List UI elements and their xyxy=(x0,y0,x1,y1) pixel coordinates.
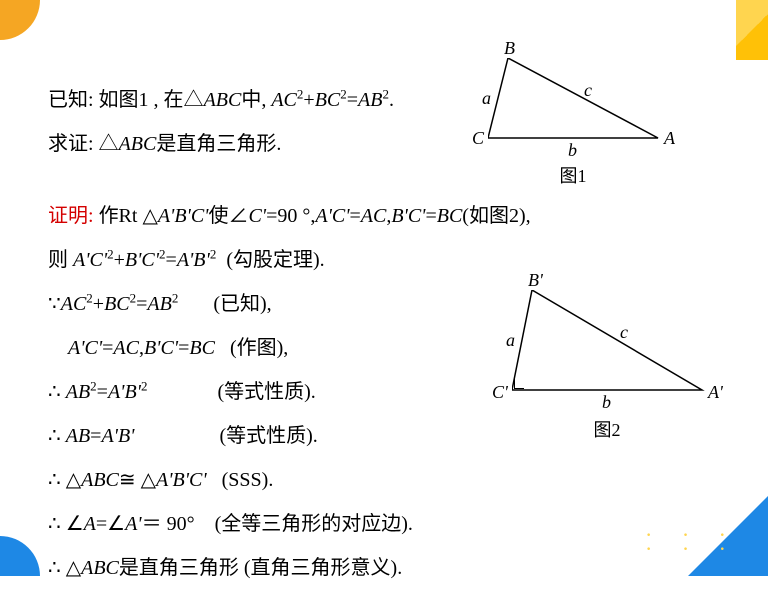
fig1-label-b: b xyxy=(568,140,577,161)
fig1-label-C: C xyxy=(472,128,484,149)
fig1-caption: 图1 xyxy=(488,162,658,188)
proof-step-0: 则 A'C'2+B'C'2=A'B'2 (勾股定理). xyxy=(48,240,728,280)
proof-step-5: ∴ △ABC≅ △A'B'C' (SSS). xyxy=(48,460,728,500)
fig2-caption: 图2 xyxy=(512,416,702,442)
fig2-label-a: a xyxy=(506,330,515,351)
figure-1: B C A a b c 图1 xyxy=(488,58,678,178)
fig2-label-A: A' xyxy=(708,382,723,403)
right-angle-marker xyxy=(514,379,524,389)
fig1-label-a: a xyxy=(482,88,491,109)
fig2-label-C: C' xyxy=(492,382,508,403)
fig2-label-B: B' xyxy=(528,270,543,291)
corner-decoration-tl xyxy=(0,0,40,40)
corner-decoration-bl xyxy=(0,536,40,576)
fig2-label-b: b xyxy=(602,392,611,413)
figure-2: B' C' A' a b c 图2 xyxy=(512,290,722,440)
proof-opening: 证明: 作Rt △A'B'C'使∠C'=90 °,A'C'=AC,B'C'=BC… xyxy=(48,196,728,236)
proof-step-7: ∴ △ABC是直角三角形 (直角三角形意义). xyxy=(48,548,728,588)
proof-label: 证明: xyxy=(48,205,94,227)
fig1-label-B: B xyxy=(504,38,515,59)
fig2-label-c: c xyxy=(620,322,628,343)
corner-decoration-tr xyxy=(736,0,768,60)
proof-step-6: ∴ ∠A=∠A'＝ 90° (全等三角形的对应边). xyxy=(48,504,728,544)
fig1-label-c: c xyxy=(584,80,592,101)
fig1-label-A: A xyxy=(664,128,675,149)
